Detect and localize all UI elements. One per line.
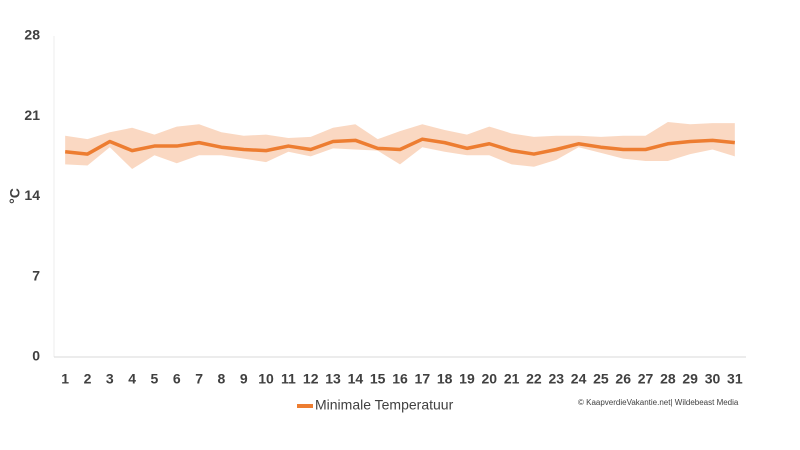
- x-tick-label: 31: [727, 371, 743, 387]
- x-tick-label: 12: [303, 371, 319, 387]
- series-line: [64, 137, 736, 156]
- x-tick-label: 29: [682, 371, 698, 387]
- x-tick-label: 23: [548, 371, 564, 387]
- x-tick-label: 8: [218, 371, 226, 387]
- x-tick-label: 3: [106, 371, 114, 387]
- x-tick-label: 9: [240, 371, 248, 387]
- x-tick-label: 15: [370, 371, 386, 387]
- x-tick-label: 18: [437, 371, 453, 387]
- x-tick-label: 13: [325, 371, 341, 387]
- x-tick-label: 30: [705, 371, 721, 387]
- x-tick-label: 16: [392, 371, 408, 387]
- x-tick-label: 25: [593, 371, 609, 387]
- x-tick-label: 28: [660, 371, 676, 387]
- x-tick-label: 10: [258, 371, 274, 387]
- x-tick-label: 21: [504, 371, 520, 387]
- x-tick-label: 6: [173, 371, 181, 387]
- y-axis-label: °C: [7, 188, 23, 204]
- x-tick-label: 4: [128, 371, 136, 387]
- x-tick-label: 7: [195, 371, 203, 387]
- x-tick-label: 2: [84, 371, 92, 387]
- legend-label: Minimale Temperatuur: [315, 397, 454, 413]
- x-tick-label: 11: [281, 371, 296, 387]
- range-band: [65, 121, 735, 169]
- x-tick-label: 5: [151, 371, 159, 387]
- x-tick-label: 26: [615, 371, 631, 387]
- y-tick-label: 7: [32, 267, 40, 283]
- x-tick-label: 14: [348, 371, 364, 387]
- x-tick-label: 19: [459, 371, 475, 387]
- x-tick-label: 17: [415, 371, 431, 387]
- x-tick-label: 27: [638, 371, 654, 387]
- y-tick-label: 28: [24, 27, 40, 43]
- x-tick-label: 20: [482, 371, 498, 387]
- y-tick-label: 14: [24, 187, 40, 203]
- source-note: © KaapverdieVakantie.net| Wildebeast Med…: [578, 398, 739, 407]
- y-tick-label: 21: [24, 107, 40, 123]
- y-tick-label: 0: [32, 348, 40, 364]
- x-tick-label: 24: [571, 371, 587, 387]
- x-tick-label: 1: [61, 371, 69, 387]
- x-tick-label: 22: [526, 371, 542, 387]
